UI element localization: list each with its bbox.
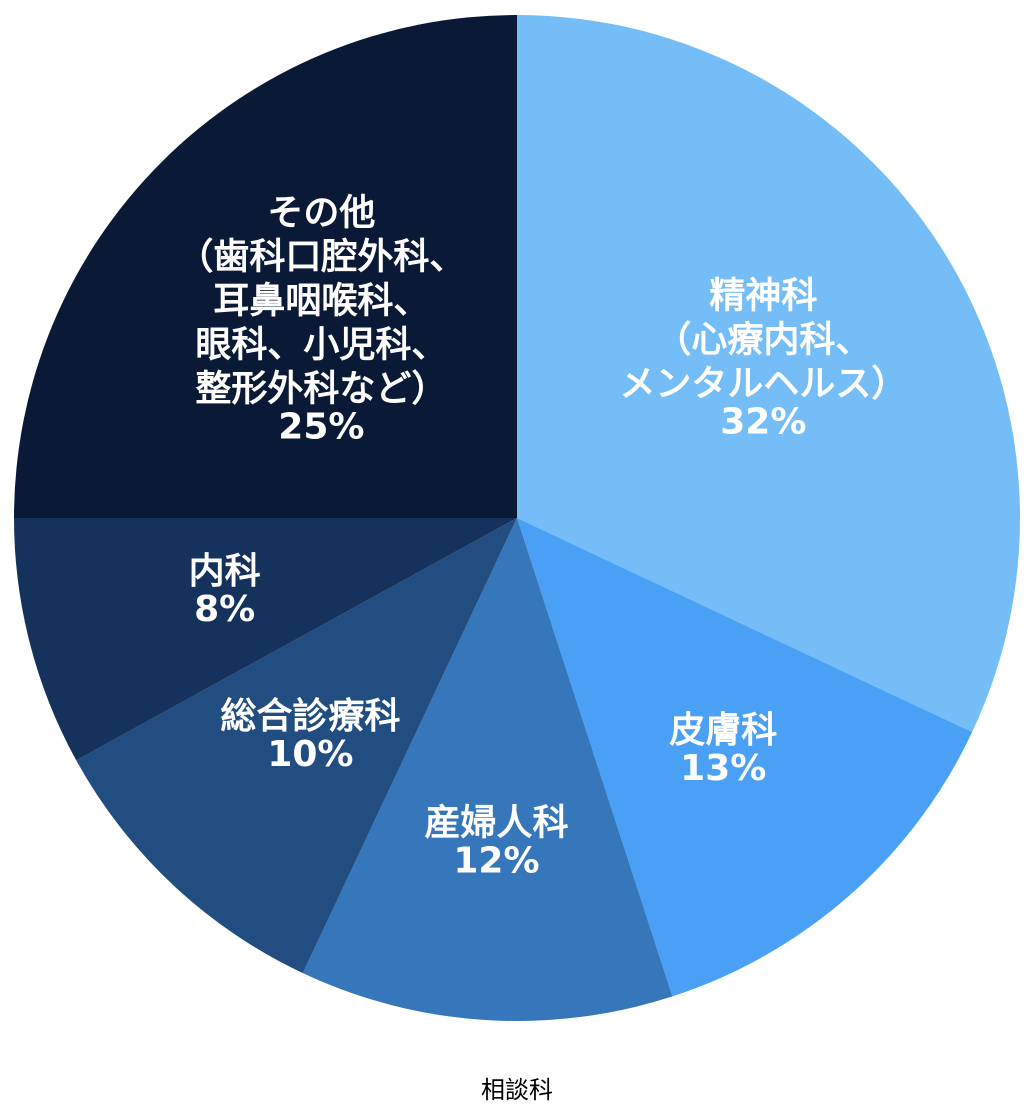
slice-other bbox=[14, 15, 517, 518]
slice-value-label: 8% bbox=[194, 589, 255, 630]
slice-label: 精神科（心療内科、メンタルヘルス） 32% bbox=[619, 276, 907, 443]
slice-label-line: 整形外科など） bbox=[195, 368, 447, 409]
slice-internal-medicine bbox=[14, 518, 517, 761]
slice-label-line: 産婦人科 bbox=[424, 802, 568, 843]
slice-label-line: 皮膚科 bbox=[669, 710, 777, 751]
slice-value-label: 25% bbox=[278, 406, 364, 447]
slice-dermatology bbox=[517, 518, 973, 997]
slice-label-line: 精神科 bbox=[709, 276, 817, 317]
slice-label-line: 眼科、小児科、 bbox=[195, 324, 447, 365]
slice-value-label: 10% bbox=[267, 734, 353, 775]
slice-label-line: 総合診療科 bbox=[220, 696, 400, 737]
slice-label-line: その他 bbox=[267, 192, 375, 233]
slice-label-line: 耳鼻咽喉科、 bbox=[213, 280, 429, 321]
slice-general-medicine bbox=[76, 518, 517, 974]
slice-label-line: （心療内科、 bbox=[655, 320, 871, 361]
slice-value-label: 32% bbox=[720, 402, 806, 443]
slice-obgyn bbox=[302, 518, 673, 1021]
slice-value-label: 12% bbox=[453, 840, 539, 881]
slice-label: 内科 8% bbox=[189, 551, 261, 630]
slice-label-line: メンタルヘルス） bbox=[619, 364, 907, 405]
slice-psychiatry bbox=[517, 15, 1020, 733]
pie-slices bbox=[14, 15, 1020, 1021]
slice-label: その他（歯科口腔外科、耳鼻咽喉科、眼科、小児科、整形外科など） 25% bbox=[177, 192, 465, 447]
slice-label: 総合診療科 10% bbox=[220, 696, 400, 775]
slice-label: 皮膚科 13% bbox=[669, 710, 777, 789]
slice-label: 産婦人科 12% bbox=[424, 802, 568, 881]
slice-label-line: （歯科口腔外科、 bbox=[177, 236, 465, 277]
pie-labels: 精神科（心療内科、メンタルヘルス） 32% 皮膚科 13% 産婦人科 12% 総合診療科 10… bbox=[177, 192, 907, 881]
chart-caption: 相談科 bbox=[481, 1076, 553, 1104]
slice-value-label: 13% bbox=[680, 748, 766, 789]
slice-label-line: 内科 bbox=[189, 551, 261, 592]
